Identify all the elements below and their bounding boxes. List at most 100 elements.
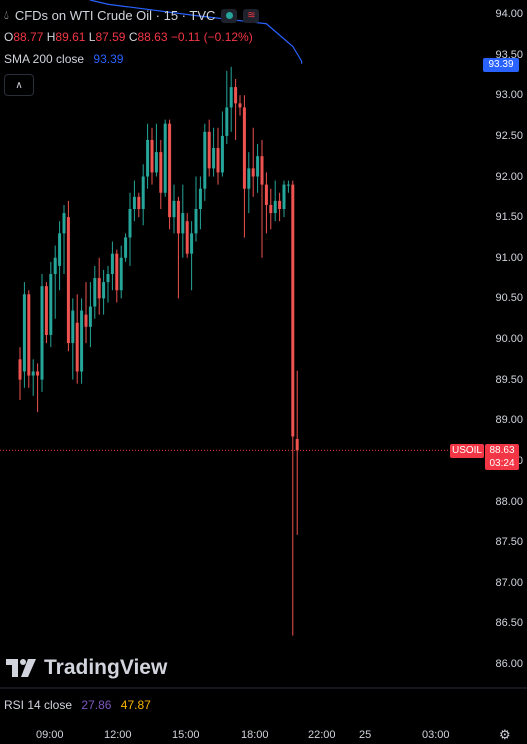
candle-body — [291, 184, 295, 437]
candle-body — [282, 184, 286, 209]
candle-body — [225, 107, 229, 136]
candle-body — [251, 168, 255, 177]
high-label: H — [46, 30, 56, 44]
price-tick-label: 90.50 — [495, 292, 523, 305]
candle-body — [128, 209, 132, 238]
price-tick-label: 88.00 — [495, 495, 523, 508]
candle-body — [40, 286, 44, 380]
rsi-legend[interactable]: RSI 14 close 27.86 47.87 — [4, 698, 151, 712]
drop-icon: 💧︎ — [4, 8, 9, 22]
time-tick-label: 18:00 — [241, 729, 269, 741]
symbol-header[interactable]: 💧︎ CFDs on WTI Crude Oil · 15 · TVC ≋ — [4, 8, 260, 23]
price-tick-label: 90.00 — [495, 333, 523, 345]
candle-body — [154, 152, 158, 173]
rsi-label: RSI 14 close — [4, 698, 73, 712]
time-tick-label: 09:00 — [36, 729, 64, 741]
sma-label: SMA 200 close — [4, 52, 85, 66]
candle-body — [119, 257, 123, 291]
candle-body — [203, 131, 207, 189]
candle-body — [159, 152, 163, 193]
candle-body — [212, 148, 216, 169]
candle-body — [150, 139, 154, 173]
tv-mark-icon — [6, 659, 36, 677]
change-value: −0.11 (−0.12%) — [170, 30, 253, 44]
candle-body — [163, 123, 167, 193]
indicator-dot-icon[interactable] — [221, 8, 238, 23]
high-value: 89.61 — [55, 30, 86, 44]
candle-body — [110, 253, 114, 274]
candle-body — [256, 156, 260, 177]
candle-body — [273, 200, 277, 214]
candle-body — [181, 213, 185, 234]
candle-body — [269, 204, 273, 214]
candle-body — [137, 196, 141, 209]
low-label: L — [88, 30, 96, 44]
candle-body — [141, 176, 145, 209]
open-label: O — [4, 30, 14, 44]
candle-body — [49, 274, 53, 335]
candle-body — [93, 278, 97, 307]
candle-body — [194, 209, 198, 234]
price-tick-label: 86.00 — [495, 658, 523, 670]
rsi-value-1: 27.86 — [81, 698, 112, 712]
price-tick-label: 86.50 — [495, 617, 523, 630]
open-value: 88.77 — [13, 30, 44, 44]
collapse-legend-button[interactable]: ∧ — [4, 74, 34, 96]
gear-icon[interactable]: ⚙ — [499, 727, 511, 742]
rsi-value-2: 47.87 — [120, 698, 151, 712]
candle-body — [31, 371, 35, 376]
symbol-price-tag: USOIL — [450, 444, 484, 458]
price-tick-label: 93.00 — [495, 89, 523, 102]
time-tick-label: 22:00 — [308, 729, 336, 741]
price-tick-label: 94.00 — [495, 8, 523, 20]
candle-body — [242, 107, 246, 189]
sma-value: 93.39 — [93, 52, 124, 66]
candle-body — [295, 438, 299, 451]
candle-body — [216, 148, 220, 173]
candle-body — [53, 257, 57, 274]
candle-body — [264, 184, 268, 205]
candle-body — [190, 233, 194, 254]
price-tick-label: 89.50 — [495, 373, 523, 386]
price-tick-label: 87.50 — [495, 536, 523, 549]
close-label: C — [128, 30, 138, 44]
candle-body — [80, 310, 84, 372]
candle-body — [115, 253, 119, 291]
chevron-up-icon: ∧ — [15, 79, 23, 91]
price-tick-label: 93.50 — [495, 48, 523, 61]
price-tick-label: 91.50 — [495, 211, 523, 224]
candle-body — [278, 200, 282, 209]
price-tick-label: 92.00 — [495, 170, 523, 183]
candle-body — [75, 322, 79, 372]
price-tick-label: 89.00 — [495, 414, 523, 427]
candle-body — [176, 200, 180, 234]
tradingview-logo: TradingView — [6, 656, 167, 680]
sma-legend[interactable]: SMA 200 close 93.39 — [4, 52, 123, 66]
candle-body — [36, 371, 40, 376]
candle-body — [220, 135, 224, 173]
time-tick-label: 03:00 — [422, 729, 450, 741]
candle-body — [58, 233, 62, 266]
wave-icon[interactable]: ≋ — [243, 8, 260, 23]
symbol-title[interactable]: CFDs on WTI Crude Oil · 15 · TVC — [14, 8, 216, 23]
time-tick-label: 25 — [359, 729, 372, 741]
sma-price-tag: 93.39 — [483, 58, 519, 72]
candle-body — [106, 274, 110, 283]
candle-body — [146, 139, 150, 177]
candle-body — [286, 184, 290, 186]
candle-body — [247, 168, 251, 189]
candle-body — [229, 87, 233, 108]
candle-body — [27, 294, 31, 376]
candle-body — [44, 286, 48, 335]
bar-countdown: 03:24 — [489, 458, 515, 469]
candle-body — [102, 282, 106, 299]
candle-body — [238, 103, 242, 108]
candle-body — [168, 123, 172, 218]
candle-body — [234, 87, 238, 104]
ohlc-legend: O88.77 H89.61 L87.59 C88.63 −0.11 (−0.12… — [4, 30, 253, 44]
candle-body — [132, 196, 136, 209]
low-value: 87.59 — [95, 30, 126, 44]
candle-body — [124, 237, 128, 258]
current-price-tag: 88.63 03:24 — [485, 444, 519, 470]
